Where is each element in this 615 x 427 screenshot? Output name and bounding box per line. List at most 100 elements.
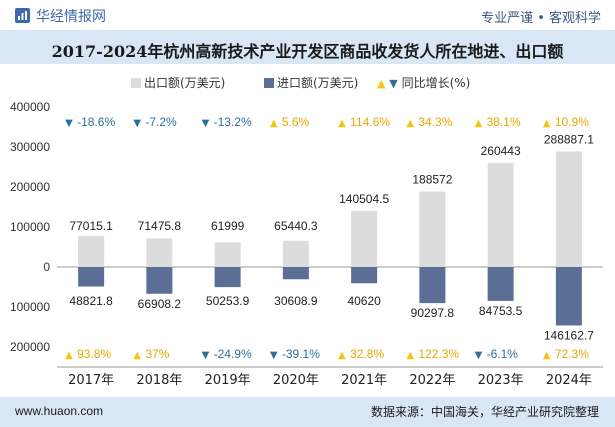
export-bar (214, 242, 241, 267)
import-yoy-down-triangle-icon: ▼ (202, 350, 210, 361)
export-value-label: 77015.1 (69, 219, 113, 233)
export-bar (555, 151, 582, 267)
import-value-label: 146162.7 (544, 328, 594, 342)
footer-source: 数据来源：中国海关，华经产业研究院整理 (370, 405, 599, 419)
footer-site: www.huaon.com (15, 404, 104, 418)
import-value-label: 66908.2 (138, 297, 182, 311)
export-yoy-down-triangle-icon: ▼ (202, 118, 210, 129)
import-value-label: 48821.8 (69, 294, 113, 308)
import-value-label: 40620 (347, 294, 381, 308)
import-value-label: 30608.9 (274, 294, 318, 308)
title-bar: 2017-2024年杭州高新技术产业开发区商品收发货人所在地进、出口额 (0, 30, 615, 64)
import-bar (351, 267, 378, 284)
legend-export-label: 出口额(万美元) (144, 76, 226, 90)
import-value-label: 50253.9 (206, 294, 250, 308)
import-bar (487, 267, 514, 301)
export-value-label: 140504.5 (339, 192, 389, 206)
y-tick-label: 200000 (10, 180, 50, 194)
legend-import-label: 进口额(万美元) (277, 76, 359, 90)
import-value-label: 84753.5 (479, 304, 523, 318)
y-tick-label: 200000 (10, 340, 50, 354)
import-yoy-down-triangle-icon: ▼ (270, 350, 278, 361)
export-bar (78, 236, 105, 267)
export-bar (282, 240, 309, 267)
legend-up-triangle-icon: ▲ (377, 77, 386, 90)
x-tick-label: 2020年 (273, 373, 319, 388)
import-value-label: 90297.8 (411, 306, 455, 320)
import-bar (555, 267, 582, 326)
import-yoy-down-triangle-icon: ▼ (475, 350, 483, 361)
legend-export: 出口额(万美元) (131, 74, 225, 91)
x-tick-label: 2018年 (136, 373, 182, 388)
legend-import-swatch (264, 78, 274, 88)
x-tick-label: 2023年 (478, 373, 524, 388)
import-yoy-label: -24.9% (214, 347, 252, 361)
footer-bar: www.huaon.com 数据来源：中国海关，华经产业研究院整理 (0, 397, 615, 427)
import-bar (282, 267, 309, 280)
import-yoy-label: -6.1% (487, 347, 519, 361)
import-yoy-label: 122.3% (418, 347, 459, 361)
legend-yoy-label: 同比增长(%) (401, 76, 471, 90)
export-yoy-label: 5.6% (282, 115, 310, 129)
y-tick-label: 100000 (10, 220, 50, 234)
import-yoy-label: 93.8% (77, 347, 111, 361)
export-yoy-up-triangle-icon: ▲ (406, 118, 414, 129)
top-header: 华经情报网 专业严谨 • 客观科学 (0, 0, 615, 30)
x-tick-label: 2022年 (409, 373, 455, 388)
import-bar (419, 267, 446, 304)
y-tick-label: 100000 (10, 300, 50, 314)
y-tick-label: 400000 (10, 100, 50, 114)
export-yoy-up-triangle-icon: ▲ (270, 118, 278, 129)
export-yoy-down-triangle-icon: ▼ (133, 118, 141, 129)
chart-legend: 出口额(万美元) 进口额(万美元) ▲ ▼ 同比增长(%) (0, 74, 615, 90)
import-yoy-up-triangle-icon: ▲ (65, 350, 73, 361)
import-bar (78, 267, 105, 287)
import-bar (214, 267, 241, 288)
export-value-label: 65440.3 (274, 219, 318, 233)
export-value-label: 188572 (412, 173, 452, 187)
export-yoy-label: 114.6% (350, 115, 390, 129)
export-value-label: 260443 (481, 144, 521, 158)
export-bar (487, 162, 514, 267)
x-tick-label: 2017年 (68, 373, 114, 388)
y-tick-label: 0 (43, 260, 50, 274)
import-yoy-label: -39.1% (282, 347, 320, 361)
chart-title: 2017-2024年杭州高新技术产业开发区商品收发货人所在地进、出口额 (51, 42, 564, 61)
export-yoy-up-triangle-icon: ▲ (475, 118, 483, 129)
tagline: 专业严谨 • 客观科学 (481, 11, 601, 26)
legend-export-swatch (131, 78, 141, 88)
export-yoy-down-triangle-icon: ▼ (65, 118, 73, 129)
brand-name: 华经情报网 (36, 9, 106, 25)
export-bar (146, 238, 173, 267)
import-yoy-up-triangle-icon: ▲ (133, 350, 141, 361)
export-bar (419, 191, 446, 267)
export-yoy-label: -18.6% (77, 115, 115, 129)
import-yoy-label: 37% (145, 347, 169, 361)
export-value-label: 61999 (211, 219, 245, 233)
export-yoy-label: -7.2% (145, 115, 177, 129)
import-bar (146, 267, 173, 294)
x-tick-label: 2021年 (341, 373, 387, 388)
export-value-label: 288887.1 (544, 132, 594, 146)
x-tick-label: 2024年 (546, 373, 592, 388)
export-yoy-label: 10.9% (555, 115, 589, 129)
brand-logo-icon (15, 8, 30, 23)
export-bar (351, 210, 378, 267)
export-yoy-label: 34.3% (418, 115, 452, 129)
legend-down-triangle-icon: ▼ (389, 77, 398, 90)
export-yoy-label: -13.2% (214, 115, 252, 129)
import-yoy-up-triangle-icon: ▲ (338, 350, 346, 361)
export-yoy-label: 38.1% (487, 115, 521, 129)
export-yoy-up-triangle-icon: ▲ (543, 118, 551, 129)
export-value-label: 71475.8 (138, 219, 182, 233)
import-yoy-label: 72.3% (555, 347, 589, 361)
import-yoy-up-triangle-icon: ▲ (406, 350, 414, 361)
export-yoy-up-triangle-icon: ▲ (338, 118, 346, 129)
import-yoy-up-triangle-icon: ▲ (543, 350, 551, 361)
legend-import: 进口额(万美元) (264, 74, 358, 91)
x-tick-label: 2019年 (205, 373, 251, 388)
y-tick-label: 300000 (10, 140, 50, 154)
import-yoy-label: 32.8% (350, 347, 384, 361)
legend-yoy: ▲ ▼ 同比增长(%) (377, 74, 470, 91)
